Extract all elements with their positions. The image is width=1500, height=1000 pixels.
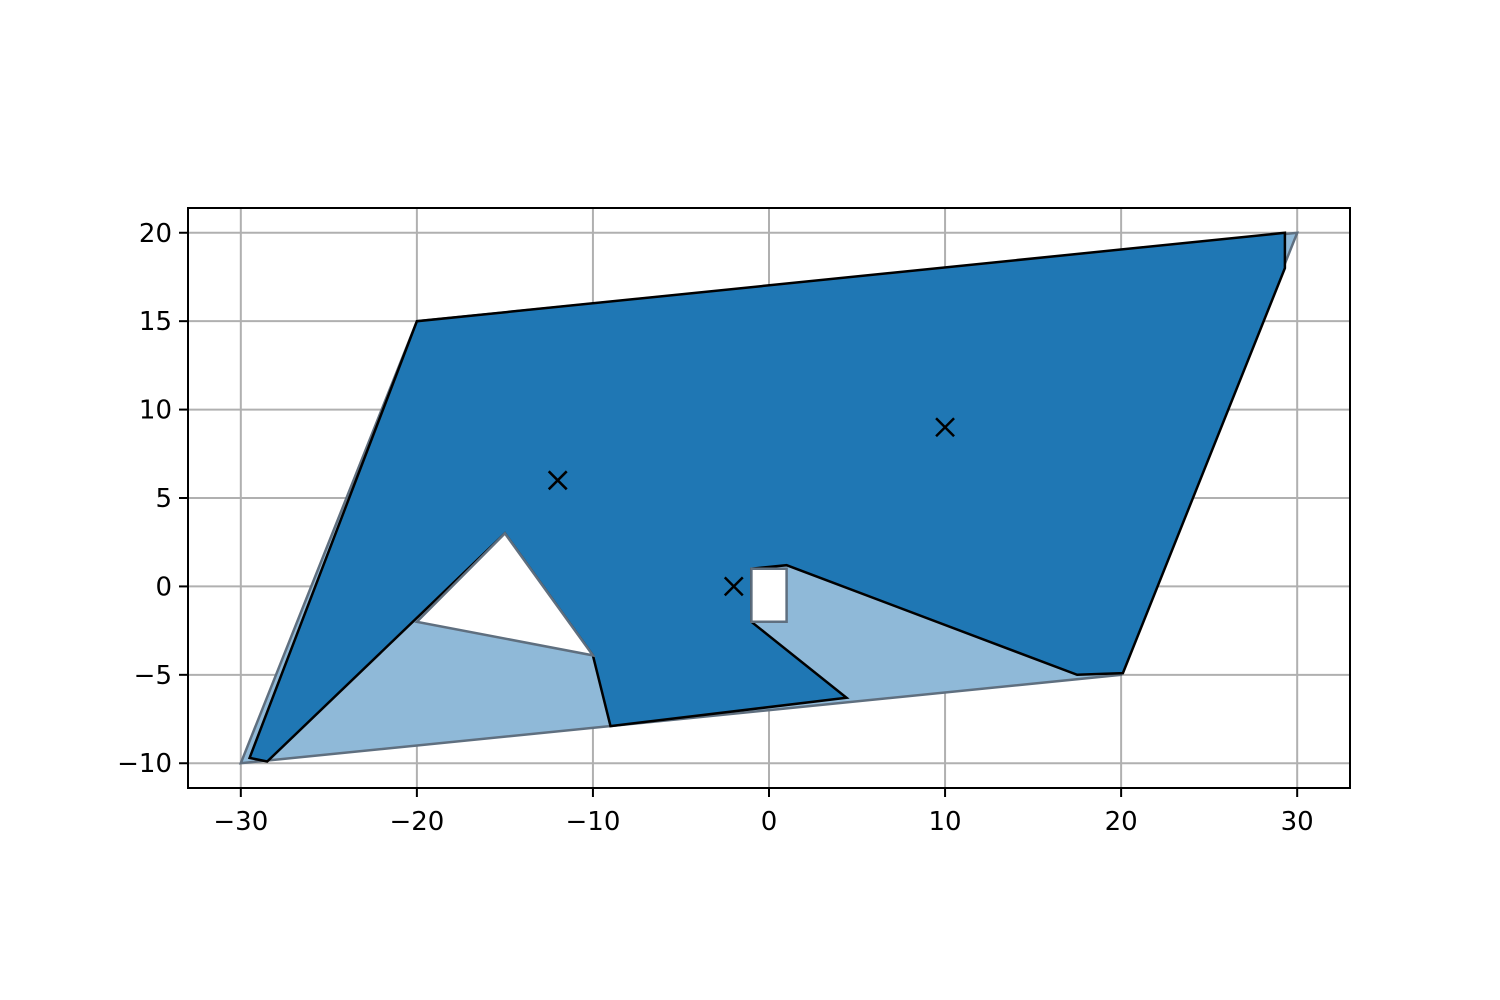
hole-polygon bbox=[750, 567, 788, 624]
y-tick-label: 10 bbox=[139, 396, 172, 426]
x-tick-label: −20 bbox=[389, 807, 444, 837]
y-tick-label: −5 bbox=[134, 661, 172, 691]
x-tick-label: 30 bbox=[1281, 807, 1314, 837]
y-tick-label: 20 bbox=[139, 219, 172, 249]
y-tick-label: −10 bbox=[117, 749, 172, 779]
y-tick-label: 15 bbox=[139, 307, 172, 337]
regions bbox=[238, 231, 1300, 765]
markers bbox=[547, 417, 955, 597]
axis-ticks: −30 −20 −10 0 10 20 30 −10 −5 0 5 10 15 20 bbox=[117, 219, 1314, 837]
x-marker bbox=[935, 417, 955, 438]
x-marker bbox=[723, 576, 744, 597]
x-tick-label: 10 bbox=[929, 807, 962, 837]
x-tick-label: 20 bbox=[1105, 807, 1138, 837]
x-marker bbox=[547, 470, 568, 491]
hole-polygon bbox=[414, 531, 596, 658]
x-tick-label: 0 bbox=[761, 807, 778, 837]
y-tick-label: 5 bbox=[155, 484, 172, 514]
y-tick-label: 0 bbox=[155, 572, 172, 602]
x-tick-label: −10 bbox=[566, 807, 621, 837]
x-tick-label: −30 bbox=[213, 807, 268, 837]
